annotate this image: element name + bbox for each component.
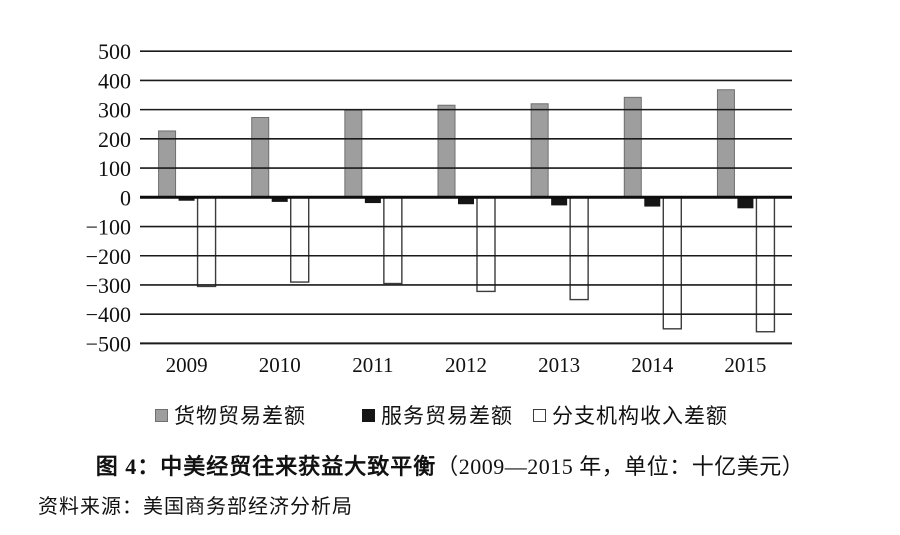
legend-item: 服务贸易差额 (362, 401, 513, 429)
y-axis-label: 100 (98, 156, 131, 181)
legend-item: 货物贸易差额 (155, 401, 306, 429)
bar-服务贸易差额-2015 (737, 196, 754, 209)
y-axis-label: 400 (98, 68, 131, 93)
bar-货物贸易差额-2013 (530, 103, 549, 198)
bar-货物贸易差额-2009 (158, 130, 177, 198)
legend-label: 分支机构收入差额 (552, 404, 728, 428)
bar-货物贸易差额-2012 (437, 104, 456, 198)
legend-swatch-icon (155, 408, 168, 422)
y-axis-label: 200 (98, 127, 131, 152)
caption-subtitle: （2009—2015 年，单位：十亿美元） (436, 454, 805, 479)
bar-分支机构收入差额-2011 (383, 196, 403, 285)
bar-分支机构收入差额-2014 (662, 196, 682, 330)
figure-caption: 图 4：中美经贸往来获益大致平衡（2009—2015 年，单位：十亿美元） (0, 449, 900, 481)
x-axis-label: 2011 (352, 353, 393, 377)
bar-货物贸易差额-2015 (716, 89, 735, 198)
y-axis-label: 0 (120, 185, 131, 210)
y-axis-label: −200 (86, 244, 131, 269)
x-axis-label: 2014 (631, 353, 674, 377)
chart-legend: 货物贸易差额 服务贸易差额 分支机构收入差额 (0, 401, 900, 429)
x-axis-label: 2015 (724, 353, 766, 377)
bar-货物贸易差额-2010 (251, 117, 270, 198)
bar-货物贸易差额-2011 (344, 109, 363, 198)
legend-label: 货物贸易差额 (174, 404, 306, 428)
y-axis-label: −400 (86, 302, 131, 327)
caption-title: 图 4：中美经贸往来获益大致平衡 (95, 454, 437, 479)
bar-分支机构收入差额-2010 (290, 196, 310, 283)
legend-swatch-icon (533, 408, 546, 422)
x-axis-label: 2009 (166, 353, 208, 377)
y-axis-label: 500 (98, 39, 131, 64)
bar-货物贸易差额-2014 (623, 96, 642, 198)
x-axis-label: 2013 (538, 353, 580, 377)
y-axis-label: −100 (86, 215, 131, 240)
source-note: 资料来源：美国商务部经济分析局 (38, 496, 353, 518)
bar-分支机构收入差额-2015 (755, 196, 776, 333)
bar-分支机构收入差额-2009 (196, 196, 217, 288)
x-axis-label: 2010 (259, 353, 301, 377)
x-axis-label: 2012 (445, 353, 487, 377)
y-axis-label: 300 (98, 98, 131, 123)
y-axis-label: −300 (86, 273, 131, 298)
legend-swatch-icon (362, 408, 375, 422)
legend-item: 分支机构收入差额 (533, 401, 728, 429)
legend-label: 服务贸易差额 (381, 404, 513, 428)
bar-分支机构收入差额-2012 (476, 196, 496, 293)
y-axis-label: −500 (86, 331, 131, 356)
